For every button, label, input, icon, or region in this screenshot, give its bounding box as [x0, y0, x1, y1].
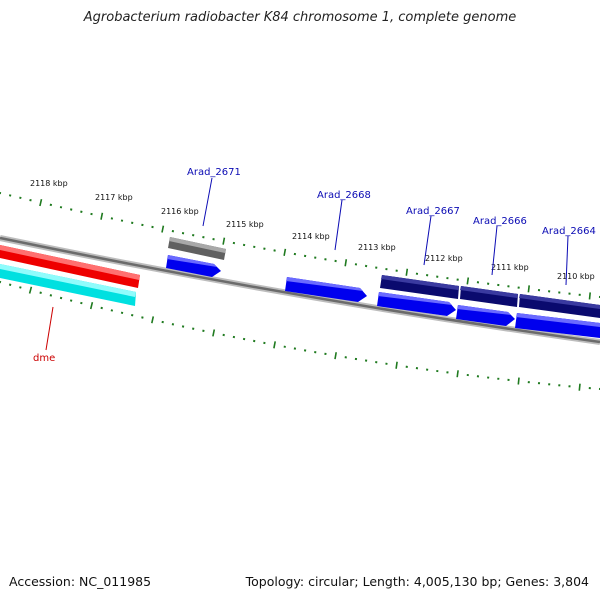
gene-label-arad-2667[interactable]: Arad_2667 — [406, 206, 460, 217]
major-tick — [89, 302, 94, 310]
feature-bar-cyan[interactable] — [0, 264, 136, 306]
major-tick — [151, 316, 155, 324]
major-tick — [100, 212, 104, 220]
gene-blue-3[interactable] — [377, 292, 456, 316]
major-tick — [222, 237, 226, 245]
minor-tick — [8, 194, 12, 197]
gene-arad-2671[interactable] — [168, 237, 226, 260]
gene-blue-2[interactable] — [285, 277, 367, 302]
major-tick — [405, 268, 409, 276]
minor-tick — [110, 309, 114, 312]
minor-tick — [19, 286, 22, 289]
label-leader — [565, 235, 569, 286]
gene-navy-2[interactable] — [460, 286, 518, 307]
minor-tick — [39, 291, 42, 295]
minor-tick — [49, 294, 53, 297]
major-tick — [273, 341, 276, 349]
major-tick — [578, 383, 581, 391]
minor-tick — [181, 325, 185, 328]
label-leader — [491, 225, 498, 276]
minor-tick — [80, 210, 83, 214]
scale-label: 2111 kbp — [491, 263, 529, 272]
major-tick — [456, 370, 459, 378]
label-leader — [202, 177, 213, 227]
scale-label: 2115 kbp — [226, 220, 264, 229]
scale-label: 2112 kbp — [425, 254, 463, 263]
label-leader — [423, 215, 432, 266]
gene-label-arad-2666[interactable]: Arad_2666 — [473, 216, 527, 227]
minor-tick — [69, 299, 73, 302]
major-tick — [161, 225, 165, 233]
major-tick — [517, 377, 520, 385]
gene-navy-1[interactable] — [380, 275, 459, 299]
genome-stats-text: Topology: circular; Length: 4,005,130 bp… — [245, 574, 589, 589]
inner-scale-track — [0, 280, 600, 391]
scale-label: 2117 kbp — [95, 193, 133, 202]
major-tick — [527, 285, 530, 293]
feature-label-dme[interactable]: dme — [33, 353, 55, 364]
major-tick — [344, 259, 348, 267]
minor-tick — [8, 283, 12, 286]
major-tick — [212, 329, 216, 337]
gene-navy-3[interactable] — [519, 294, 600, 318]
gene-blue-1[interactable] — [166, 255, 221, 277]
feature-bar-red[interactable] — [0, 245, 140, 288]
scale-label: 2113 kbp — [358, 243, 396, 252]
minor-tick — [59, 296, 63, 300]
scale-label: 2114 kbp — [292, 232, 330, 241]
gene-blue-4[interactable] — [456, 305, 515, 326]
major-tick — [588, 292, 591, 300]
chromosome-backbone-core — [0, 236, 600, 344]
major-tick — [466, 277, 470, 285]
minor-tick — [19, 196, 22, 200]
major-tick — [39, 199, 43, 207]
major-tick — [334, 352, 337, 360]
minor-tick — [49, 203, 53, 207]
label-leader — [334, 199, 343, 251]
scale-label: 2110 kbp — [557, 272, 595, 281]
minor-tick — [80, 301, 83, 305]
gene-label-arad-2668[interactable]: Arad_2668 — [317, 190, 371, 201]
major-tick — [283, 248, 287, 256]
map-title: Agrobacterium radiobacter K84 chromosome… — [83, 10, 517, 25]
scale-label: 2118 kbp — [30, 179, 68, 188]
label-leader — [45, 306, 54, 351]
scale-label: 2116 kbp — [161, 207, 199, 216]
gene-label-arad-2671[interactable]: Arad_2671 — [187, 167, 241, 178]
gene-label-arad-2664[interactable]: Arad_2664 — [542, 226, 596, 237]
minor-tick — [120, 311, 124, 315]
major-tick — [395, 361, 398, 369]
major-tick — [28, 286, 33, 294]
gene-blue-5[interactable] — [515, 313, 600, 338]
accession-text: Accession: NC_011985 — [9, 574, 152, 589]
